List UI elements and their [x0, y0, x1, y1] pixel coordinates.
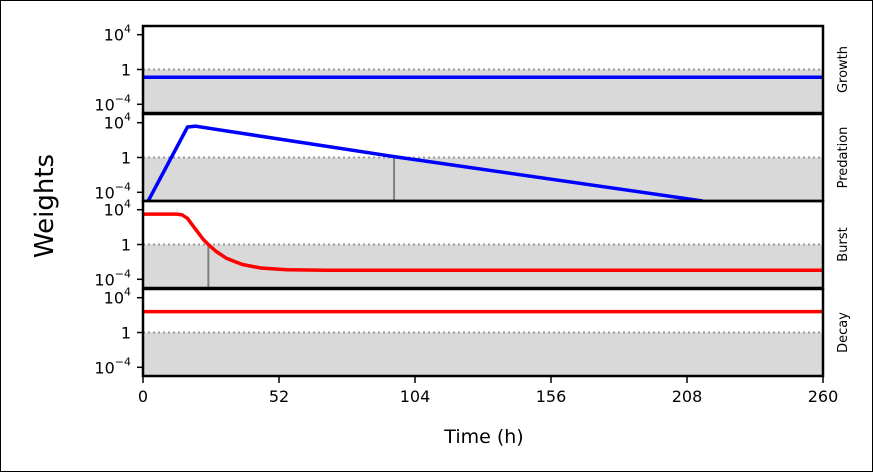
panel-label-decay: Decay [836, 312, 851, 353]
panel-label-burst: Burst [836, 227, 851, 261]
x-tick-label: 104 [400, 387, 431, 406]
panel-burst: 104 1 10−4 Burst [94, 198, 851, 290]
y-tick-label: 104 [104, 111, 131, 133]
panel-predation: 104 1 10−4 Predation [94, 111, 851, 203]
series-line-predation [146, 124, 703, 201]
x-tick-label: 208 [672, 387, 703, 406]
y-tick-label: 10−4 [94, 92, 131, 114]
panel-label-predation: Predation [836, 127, 851, 189]
y-axis-label: Weights [30, 154, 60, 258]
y-tick-label: 1 [121, 149, 131, 168]
x-tick-label: 260 [808, 387, 839, 406]
y-tick-label: 10−4 [94, 267, 131, 289]
y-tick-label: 104 [104, 286, 131, 308]
y-tick-label: 10−4 [94, 355, 131, 377]
x-tick-label: 156 [536, 387, 567, 406]
y-tick-label: 1 [121, 61, 131, 80]
shaded-region [143, 157, 823, 201]
panel-decay: 104 1 10−4 Decay [94, 286, 851, 378]
y-tick-label: 1 [121, 236, 131, 255]
series-line-burst [143, 212, 823, 272]
y-tick-label: 10−4 [94, 180, 131, 202]
panel-growth: 104 1 10−4 Growth [94, 23, 851, 115]
y-tick-label: 1 [121, 324, 131, 343]
panel-label-growth: Growth [836, 46, 851, 93]
y-tick-label: 104 [104, 23, 131, 45]
x-axis: 0 52 104 156 208 260 [138, 376, 838, 406]
x-axis-label: Time (h) [443, 426, 523, 448]
x-tick-label: 0 [138, 387, 148, 406]
shaded-region [143, 332, 823, 376]
x-tick-label: 52 [269, 387, 289, 406]
y-tick-label: 104 [104, 198, 131, 220]
panels-group: 104 1 10−4 Growth 104 1 10−4 Predation 104 1 10−4 B… [94, 23, 851, 378]
